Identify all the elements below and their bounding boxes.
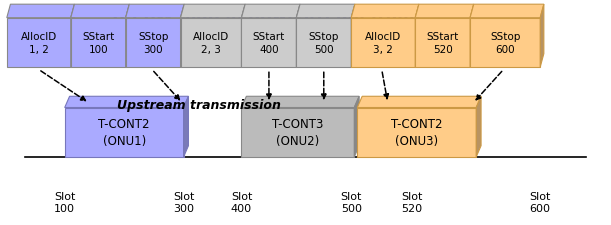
Polygon shape [71,5,75,68]
Bar [180,19,241,68]
Text: SStart
520: SStart 520 [426,32,459,55]
Polygon shape [351,5,355,68]
Bar [470,19,540,68]
Text: SStart
100: SStart 100 [82,32,114,55]
Polygon shape [126,5,184,19]
Text: AllocID
1, 2: AllocID 1, 2 [21,32,57,55]
Polygon shape [180,5,245,19]
Bar [357,108,476,157]
Polygon shape [296,5,355,19]
Bar [241,108,354,157]
Text: T-CONT2
(ONU3): T-CONT2 (ONU3) [391,118,442,148]
Bar [415,19,470,68]
Polygon shape [7,5,75,19]
Text: AllocID
3, 2: AllocID 3, 2 [365,32,401,55]
Bar [296,19,351,68]
Text: Slot
100: Slot 100 [54,191,75,213]
Polygon shape [470,5,474,68]
Polygon shape [180,5,184,68]
Polygon shape [65,97,188,108]
Text: Slot
300: Slot 300 [173,191,194,213]
Polygon shape [415,5,474,19]
Text: Upstream transmission: Upstream transmission [117,98,280,111]
Bar [241,19,296,68]
Polygon shape [241,5,300,19]
Polygon shape [183,97,188,157]
Polygon shape [126,5,130,68]
Polygon shape [241,97,359,108]
Bar [65,108,183,157]
Polygon shape [71,5,130,19]
Text: SStop
600: SStop 600 [490,32,521,55]
Polygon shape [470,5,544,19]
Text: T-CONT3
(ONU2): T-CONT3 (ONU2) [272,118,324,148]
Text: SStart
400: SStart 400 [253,32,285,55]
Text: T-CONT2
(ONU1): T-CONT2 (ONU1) [98,118,150,148]
Text: SStop
300: SStop 300 [138,32,168,55]
Polygon shape [351,5,419,19]
Text: Slot
400: Slot 400 [231,191,252,213]
Bar [7,19,71,68]
Text: Slot
600: Slot 600 [530,191,551,213]
Text: SStop
500: SStop 500 [309,32,339,55]
Bar [351,19,415,68]
Text: Slot
500: Slot 500 [340,191,362,213]
Polygon shape [354,97,359,157]
Polygon shape [415,5,419,68]
Polygon shape [241,5,245,68]
Polygon shape [540,5,544,68]
Polygon shape [357,97,481,108]
Polygon shape [296,5,300,68]
Polygon shape [476,97,481,157]
Text: Slot
520: Slot 520 [401,191,423,213]
Bar [126,19,180,68]
Text: AllocID
2, 3: AllocID 2, 3 [193,32,229,55]
Text: US BW map in downstream frame: US BW map in downstream frame [112,7,426,25]
Bar [71,19,126,68]
